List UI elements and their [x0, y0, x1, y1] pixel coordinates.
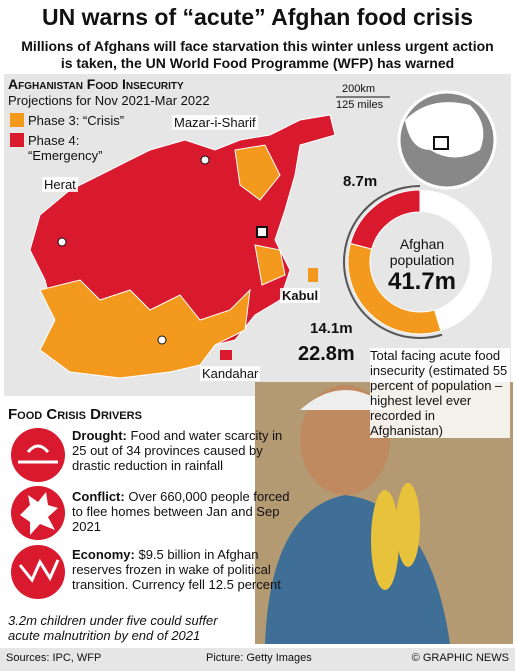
city-label: Mazar-i-Sharif — [172, 115, 258, 130]
driver: Economy: $9.5 billion in Afghan reserves… — [72, 547, 294, 592]
segment-label: 14.1m — [310, 320, 353, 337]
combined-text: Total facing acute food insecurity (esti… — [370, 348, 510, 438]
driver-text: Food and water scarcity in 25 out of 34 … — [72, 428, 283, 473]
city-dot — [200, 155, 210, 165]
decline-line — [18, 558, 60, 583]
sources: Sources: IPC, WFP — [6, 652, 102, 664]
sprout — [18, 444, 58, 464]
driver: Drought: Food and water scarcity in 25 o… — [72, 428, 294, 473]
globe-marker — [433, 136, 449, 150]
subtitle: Millions of Afghans will face starvation… — [21, 38, 494, 71]
map-crisis — [234, 144, 281, 201]
legend-swatch — [10, 113, 24, 127]
city-dot — [256, 226, 268, 238]
city-label: Kabul — [280, 288, 321, 303]
driver-lead: Drought: — [72, 428, 127, 443]
photo-face — [300, 385, 390, 495]
economy-icon — [11, 545, 65, 599]
driver-text: Over 660,000 people forced to flee homes… — [72, 489, 290, 534]
segment-label: 8.7m — [343, 173, 378, 190]
map-emergency — [220, 350, 232, 360]
burst — [20, 492, 58, 535]
globe-land — [405, 102, 484, 158]
photo-corn — [396, 483, 420, 567]
drivers-title: Food Crisis Drivers — [8, 406, 142, 423]
city-label: Herat — [42, 177, 78, 192]
legend-label: Phase 4: “Emergency” — [28, 133, 103, 163]
city-dot — [157, 335, 167, 345]
map-crisis — [254, 244, 286, 286]
drought-icon — [11, 428, 65, 482]
brand: © GRAPHIC NEWS — [411, 652, 509, 664]
city-dot — [57, 237, 67, 247]
combined-value: 22.8m — [298, 343, 355, 365]
title: UN warns of “acute” Afghan food crisis — [41, 4, 474, 30]
donut-hole — [370, 212, 470, 312]
footnote: 3.2m children under five could suffer ac… — [8, 613, 218, 643]
photo-corn — [371, 490, 399, 590]
footer-bar — [0, 648, 515, 671]
donut-segment — [347, 242, 442, 335]
driver-text: $9.5 billion in Afghan reserves frozen i… — [72, 547, 281, 592]
legend-label: Phase 3: “Crisis” — [28, 113, 125, 128]
map-subtitle: Projections for Nov 2021-Mar 2022 — [8, 93, 210, 108]
scale-miles: 125 miles — [336, 99, 384, 111]
driver-lead: Conflict: — [72, 489, 125, 504]
map-crisis — [308, 268, 318, 282]
city-label: Kandahar — [200, 366, 261, 381]
driver: Conflict: Over 660,000 people forced to … — [72, 489, 294, 534]
photo-cap — [300, 390, 392, 410]
picture-credit: Picture: Getty Images — [206, 652, 312, 664]
donut-total: 41.7m — [387, 268, 457, 295]
driver-lead: Economy: — [72, 547, 135, 562]
legend-swatch — [10, 133, 24, 147]
scale-km: 200km — [342, 83, 376, 95]
map-crisis — [39, 279, 251, 379]
map-title: Afghanistan Food Insecurity — [8, 76, 184, 92]
donut-center-label: Afghan population — [389, 236, 455, 268]
